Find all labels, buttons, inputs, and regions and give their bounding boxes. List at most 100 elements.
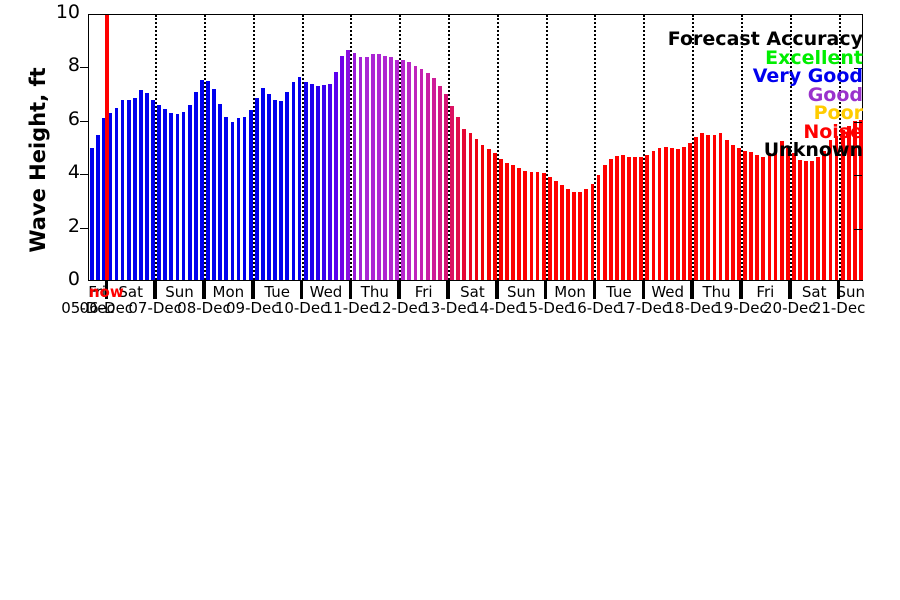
now-label: now — [88, 283, 124, 301]
bar — [437, 86, 442, 280]
bar — [352, 53, 357, 280]
y-axis-tick-right — [854, 121, 862, 123]
now-marker-line — [105, 15, 110, 280]
bar — [682, 146, 686, 280]
y-axis-tick-label: 4 — [67, 161, 80, 184]
bar — [859, 119, 863, 280]
bar — [340, 55, 345, 280]
y-axis-tick-right — [854, 175, 862, 177]
bar — [541, 173, 546, 280]
bar — [267, 94, 271, 280]
x-axis-tick — [495, 281, 499, 299]
bar — [370, 54, 375, 280]
bar — [718, 133, 723, 280]
y-axis-tick-label: 0 — [67, 268, 80, 290]
bar — [737, 147, 741, 280]
day-boundary-gridline — [252, 15, 255, 280]
x-axis-day-date: 14-Dec — [470, 299, 524, 317]
bar — [828, 139, 833, 280]
bar — [511, 165, 515, 280]
bar — [407, 62, 412, 280]
bar — [492, 153, 497, 280]
bar — [236, 118, 241, 280]
x-axis-day-name: Tue — [606, 283, 632, 301]
day-boundary-gridline — [496, 15, 499, 280]
legend: Forecast Accuracy Excellent Very Good Go… — [668, 30, 863, 160]
bar — [425, 73, 430, 280]
y-axis-tick-right — [854, 68, 862, 70]
day-boundary-gridline — [448, 15, 451, 280]
bar — [175, 114, 180, 280]
bar — [724, 139, 729, 280]
x-axis-day-name: Sun — [506, 283, 536, 301]
bar — [108, 113, 113, 280]
x-axis-tick — [348, 281, 353, 299]
y-axis-tick-right — [854, 228, 862, 230]
x-axis-day-name: Wed — [309, 283, 343, 301]
x-axis-day-name: Sat — [118, 283, 143, 301]
bar — [645, 154, 650, 280]
y-axis-tick — [80, 120, 88, 122]
bar — [444, 94, 448, 280]
plot-area — [88, 14, 863, 281]
day-boundary-gridline — [301, 15, 304, 280]
bar — [627, 157, 631, 280]
bar — [810, 161, 815, 280]
bar — [297, 77, 302, 280]
x-axis-tick — [641, 281, 646, 299]
bar — [364, 57, 369, 280]
x-axis-day-date: 07-Dec — [128, 299, 182, 317]
bar — [499, 158, 503, 280]
x-axis-day-date: 10-Dec — [274, 299, 329, 317]
bar — [419, 69, 424, 280]
bar — [254, 98, 259, 280]
bar — [816, 157, 821, 280]
bar — [523, 170, 528, 280]
bar — [132, 98, 137, 280]
day-boundary-gridline — [789, 15, 792, 280]
bar-series — [89, 15, 863, 280]
bar — [212, 89, 216, 280]
bar — [773, 147, 778, 280]
bar — [529, 171, 534, 280]
bar — [785, 147, 790, 280]
bar — [395, 59, 400, 280]
x-axis-day-name: Fri — [756, 283, 775, 301]
bar — [157, 105, 162, 280]
bar — [590, 183, 595, 280]
day-boundary-gridline — [740, 15, 743, 280]
bar — [614, 155, 619, 280]
y-axis-tick-label: 10 — [55, 1, 80, 23]
bar — [486, 149, 491, 280]
bar — [273, 99, 277, 280]
bar — [468, 133, 473, 280]
bar — [584, 189, 589, 280]
bar — [755, 154, 760, 280]
bar — [230, 122, 235, 280]
x-axis-day-date: 08-Dec — [177, 299, 231, 317]
bar — [553, 181, 558, 280]
day-boundary-gridline — [350, 15, 353, 280]
bar — [651, 150, 656, 280]
x-axis-day-name: Mon — [554, 283, 586, 301]
legend-item-noise: Noise — [803, 120, 863, 143]
bar — [694, 137, 699, 280]
day-boundary-gridline — [399, 15, 402, 280]
x-axis-day-date: 11-Dec — [323, 299, 378, 317]
bar — [102, 118, 107, 280]
x-axis-tick — [251, 281, 255, 299]
bar — [193, 91, 198, 280]
bar — [138, 90, 143, 280]
bar — [114, 107, 119, 280]
day-boundary-gridline — [838, 15, 841, 280]
legend-item-poor: Poor — [813, 102, 863, 124]
day-boundary-gridline — [692, 15, 695, 280]
bar — [846, 126, 851, 280]
bar — [608, 158, 613, 280]
y-axis-tick — [80, 67, 88, 69]
x-axis-tick — [397, 281, 401, 299]
x-axis-day-date: 19-Dec — [714, 299, 768, 317]
x-axis-day-date: 13-Dec — [421, 299, 475, 317]
bar — [224, 117, 229, 280]
bar — [456, 117, 461, 280]
